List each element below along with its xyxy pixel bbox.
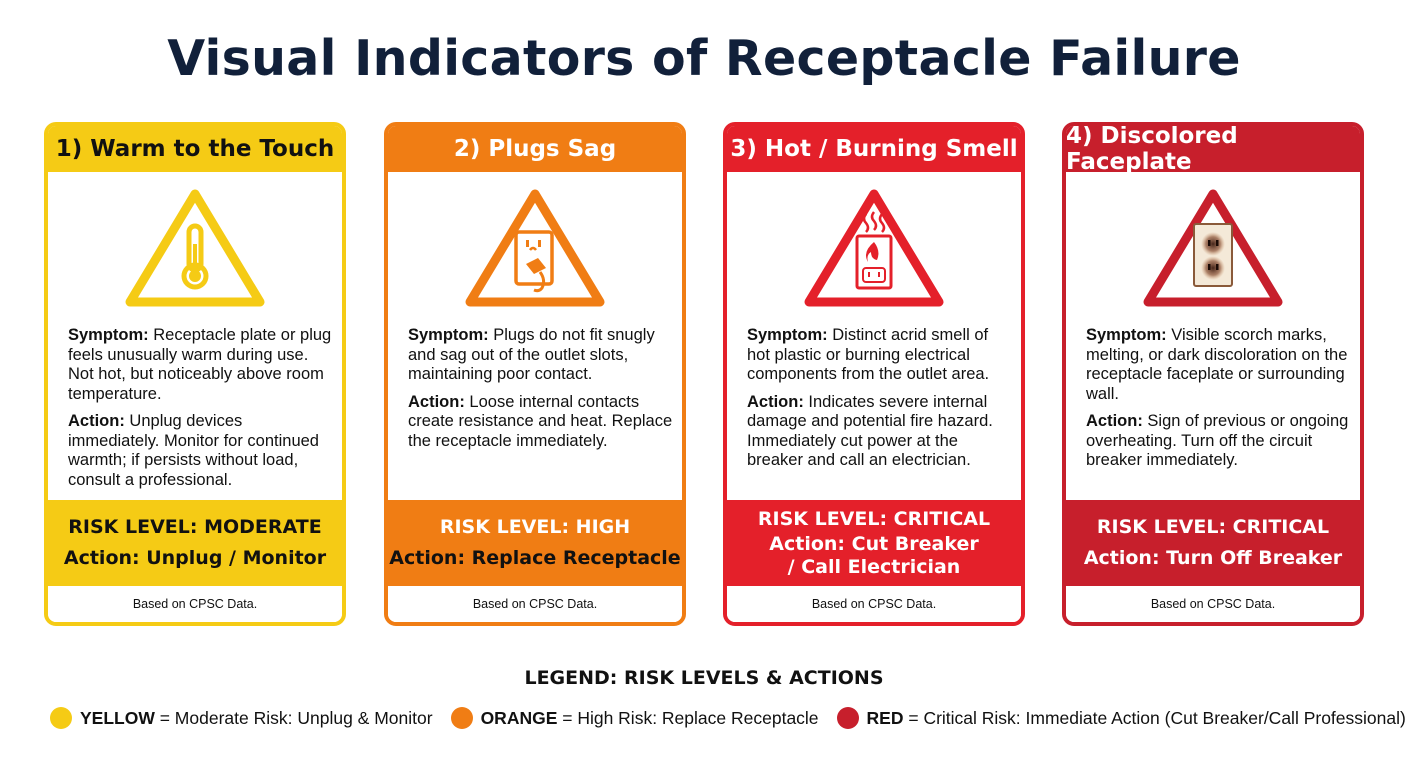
legend-item-red: RED = Critical Risk: Immediate Action (C… (836, 707, 1406, 729)
card-footer: Based on CPSC Data. (727, 586, 1021, 622)
red-dot-icon (836, 707, 859, 729)
action-label: Action: (747, 392, 804, 411)
risk-action: Action: Unplug / Monitor (63, 547, 327, 569)
card-header: 2) Plugs Sag (388, 126, 682, 172)
legend-text: = Moderate Risk: Unplug & Monitor (154, 707, 433, 728)
symptom-label: Symptom: (747, 326, 828, 344)
card-footer: Based on CPSC Data. (1066, 586, 1360, 622)
page-title: Visual Indicators of Receptacle Failure (167, 30, 1241, 87)
risk-level: RISK LEVEL: MODERATE (68, 516, 322, 538)
card-body: Symptom: Distinct acrid smell of hot pla… (727, 172, 1021, 500)
thermometer-warning-icon (125, 189, 265, 307)
card-header: 1) Warm to the Touch (48, 126, 342, 172)
legend-key: ORANGE (480, 707, 558, 728)
risk-band: RISK LEVEL: HIGH Action: Replace Recepta… (388, 500, 682, 586)
action-text: Unplug devices immediately. Monitor for … (68, 412, 319, 489)
legend-key: YELLOW (80, 707, 155, 728)
action-text: Indicates severe internal damage and pot… (747, 392, 993, 470)
action-text: Loose internal contacts create resistanc… (408, 392, 673, 450)
scorched-faceplate-warning-icon (1143, 189, 1283, 307)
risk-action: Action: Cut Breaker / Call Electrician (769, 532, 979, 578)
risk-band: RISK LEVEL: MODERATE Action: Unplug / Mo… (48, 500, 342, 586)
card-plugs-sag: 2) Plugs Sag Symptom: Plugs do not fit s… (384, 122, 686, 626)
action-label: Action: (68, 412, 125, 430)
yellow-dot-icon (50, 707, 72, 729)
card-footer: Based on CPSC Data. (48, 586, 342, 622)
orange-dot-icon (450, 707, 473, 729)
action-text: Sign of previous or ongoing overheating.… (1086, 412, 1349, 469)
symptom-text: Visible scorch marks, melting, or dark d… (1086, 326, 1348, 403)
legend-text: = High Risk: Replace Receptacle (557, 707, 819, 728)
legend-text: = Critical Risk: Immediate Action (Cut B… (903, 707, 1406, 728)
card-discolored-faceplate: 4) Discolored Faceplate (1062, 122, 1364, 626)
risk-action: Action: Replace Receptacle (389, 547, 681, 569)
symptom-label: Symptom: (68, 326, 149, 344)
burning-outlet-warning-icon (804, 189, 944, 307)
card-footer: Based on CPSC Data. (388, 586, 682, 622)
symptom-text: Receptacle plate or plug feels unusually… (68, 326, 332, 403)
legend-key: RED (866, 707, 904, 728)
risk-level: RISK LEVEL: HIGH (439, 516, 631, 538)
symptom-text: Plugs do not fit snugly and sag out of t… (408, 326, 655, 383)
card-header: 4) Discolored Faceplate (1066, 126, 1360, 175)
risk-level: RISK LEVEL: CRITICAL (1096, 516, 1330, 538)
card-body: Symptom: Visible scorch marks, melting, … (1066, 172, 1360, 500)
legend: YELLOW = Moderate Risk: Unplug & Monitor… (50, 706, 1406, 730)
card-burning-smell: 3) Hot / Burning Smell Symptom: Distinct… (723, 122, 1025, 626)
card-warm-to-touch: 1) Warm to the Touch Symptom: Receptacle… (44, 122, 346, 626)
legend-title: LEGEND: RISK LEVELS & ACTIONS (524, 667, 884, 689)
legend-item-yellow: YELLOW = Moderate Risk: Unplug & Monitor (50, 707, 433, 729)
risk-band: RISK LEVEL: CRITICAL Action: Turn Off Br… (1066, 500, 1360, 586)
symptom-label: Symptom: (1086, 326, 1167, 344)
risk-action: Action: Turn Off Breaker (1083, 547, 1343, 569)
risk-band: RISK LEVEL: CRITICAL Action: Cut Breaker… (727, 500, 1021, 586)
card-header: 3) Hot / Burning Smell (727, 126, 1021, 172)
risk-level: RISK LEVEL: CRITICAL (757, 507, 991, 530)
symptom-label: Symptom: (408, 326, 489, 344)
sagging-plug-warning-icon (465, 189, 605, 307)
card-body: Symptom: Receptacle plate or plug feels … (48, 172, 342, 500)
card-body: Symptom: Plugs do not fit snugly and sag… (388, 172, 682, 500)
legend-item-orange: ORANGE = High Risk: Replace Receptacle (450, 707, 819, 729)
symptom-text: Distinct acrid smell of hot plastic or b… (747, 326, 990, 383)
action-label: Action: (1086, 412, 1143, 430)
action-label: Action: (408, 392, 465, 411)
